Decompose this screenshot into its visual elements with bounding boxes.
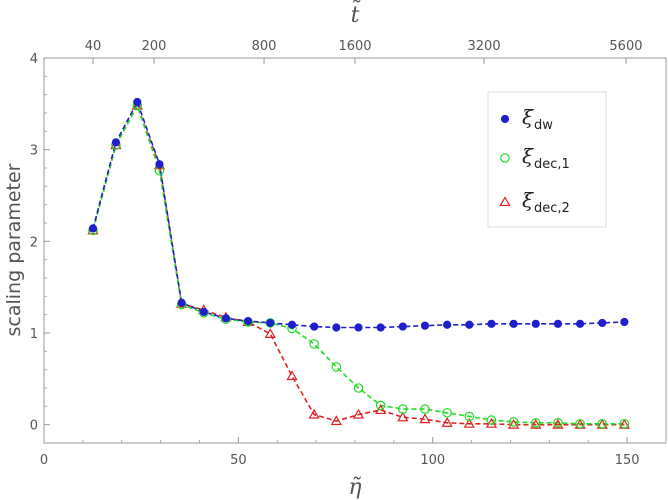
data-point-dw	[287, 320, 297, 329]
data-point-dec-1	[530, 418, 541, 428]
top-tick-label: 5600	[609, 39, 642, 54]
data-point-dec-2	[286, 370, 298, 381]
data-point-dec-2	[264, 328, 276, 338]
top-tick-label: 1600	[338, 39, 371, 54]
data-point-dec-1	[309, 339, 319, 349]
y-tick-label: 0	[30, 419, 38, 434]
data-point-dw	[420, 321, 430, 330]
top-axis-title: t̃	[351, 0, 362, 28]
data-point-dec-2	[352, 408, 365, 419]
top-tick-label: 3200	[468, 39, 501, 54]
data-point-dw	[598, 318, 607, 328]
data-point-dec-2	[330, 415, 342, 426]
data-point-dw	[398, 322, 407, 331]
data-point-dw	[199, 307, 208, 317]
data-point-dec-2	[397, 411, 409, 422]
data-point-dec-1	[375, 400, 386, 411]
top-tick-label: 40	[85, 39, 102, 54]
data-point-dec-2	[419, 413, 431, 424]
data-point-dec-1	[597, 418, 608, 429]
data-point-dec-2	[308, 408, 320, 419]
top-tick-label: 200	[142, 39, 167, 54]
y-tick-label: 3	[30, 144, 38, 159]
data-point-dw	[155, 160, 164, 169]
data-point-dw	[443, 320, 452, 329]
data-point-dec-1	[420, 404, 430, 414]
data-point-dw	[332, 323, 341, 332]
legend-box	[487, 91, 607, 228]
data-point-dw	[575, 319, 585, 328]
data-point-dec-2	[530, 418, 542, 429]
data-point-dw	[177, 298, 186, 307]
data-point-dw	[620, 317, 629, 327]
data-point-dec-1	[486, 415, 497, 425]
data-point-dec-2	[463, 417, 475, 428]
y-axis-title: scaling parameter	[3, 163, 25, 336]
data-point-dw	[221, 314, 231, 323]
data-point-dec-2	[552, 418, 564, 429]
data-point-dec-2	[507, 418, 520, 429]
data-point-dw	[487, 319, 496, 328]
data-point-dec-1	[265, 318, 276, 328]
x-tick-label: 50	[230, 453, 247, 468]
data-point-dec-1	[331, 362, 342, 372]
data-point-dw	[553, 319, 563, 328]
x-tick-label: 100	[420, 453, 445, 468]
data-point-dw	[531, 319, 540, 328]
legend-marker-dw	[500, 114, 510, 124]
legend-marker-dec-2	[499, 196, 511, 207]
legend-marker-dec-1	[500, 153, 510, 163]
data-point-dw	[111, 138, 121, 147]
data-point-dw	[354, 323, 363, 332]
x-tick-label: 150	[615, 453, 640, 468]
data-point-dec-2	[441, 417, 453, 427]
data-point-dec-1	[575, 418, 585, 429]
data-point-dw	[509, 319, 518, 328]
data-point-dec-1	[553, 418, 563, 428]
data-point-dw	[88, 224, 98, 233]
data-point-dec-1	[464, 411, 475, 422]
y-tick-label: 1	[30, 327, 38, 342]
top-tick-label: 800	[252, 39, 277, 54]
x-axis-title: η̃	[348, 475, 361, 500]
data-point-dw	[376, 323, 385, 332]
x-tick-label: 0	[40, 453, 48, 468]
data-point-dw	[266, 318, 275, 328]
data-point-dw	[310, 322, 319, 331]
data-point-dec-1	[398, 404, 408, 414]
data-point-dw	[133, 97, 142, 107]
y-tick-label: 4	[30, 52, 38, 67]
data-point-dec-1	[619, 418, 630, 429]
data-point-dec-1	[508, 417, 519, 427]
legend-label-dw: ξdw	[522, 105, 553, 133]
data-point-dw	[465, 320, 474, 329]
data-point-dec-1	[442, 407, 452, 418]
y-tick-label: 2	[30, 235, 38, 250]
data-point-dec-1	[353, 383, 364, 393]
data-point-dw	[243, 316, 253, 326]
